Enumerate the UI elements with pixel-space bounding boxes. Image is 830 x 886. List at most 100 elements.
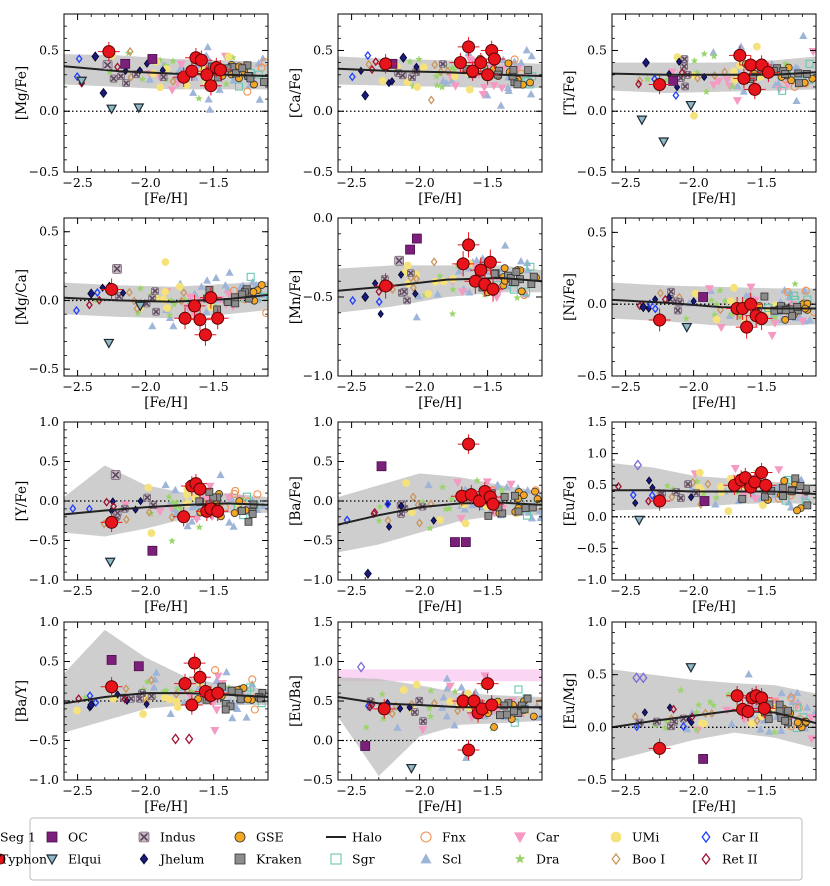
point-ret-ii xyxy=(366,702,374,712)
point-elqui xyxy=(103,338,115,349)
x-tick-label: −2.0 xyxy=(678,379,708,394)
point-umi xyxy=(461,519,470,528)
x-axis-label: [Fe/H] xyxy=(418,799,461,815)
ticks: −2.5 −2.0 −1.5 −1.0 −0.5 0.0 xyxy=(303,210,543,394)
y-tick-label: 0.0 xyxy=(313,103,333,118)
panel-frame xyxy=(611,621,817,781)
point-boo-i xyxy=(388,709,396,719)
typhon-point xyxy=(183,294,206,317)
point-dra xyxy=(707,296,716,304)
point-car-ii xyxy=(651,304,659,314)
point-boo-i xyxy=(454,706,462,716)
point-scl xyxy=(225,518,234,526)
point-sgr xyxy=(778,86,787,95)
point-indus xyxy=(667,722,675,731)
point-kraken xyxy=(221,705,230,714)
legend-marker-elqui xyxy=(45,854,59,866)
y-tick-label: 0.0 xyxy=(587,296,607,311)
point-jhelum xyxy=(687,492,695,502)
typhon-point xyxy=(190,50,213,70)
point-car-ii xyxy=(672,90,680,100)
legend-label: Halo xyxy=(352,830,382,845)
point-car-ii xyxy=(73,305,80,316)
point-dra xyxy=(438,483,447,491)
point-scl xyxy=(785,292,794,301)
point-car-ii xyxy=(349,295,357,306)
x-tick-label: −2.5 xyxy=(610,783,640,798)
typhon-point xyxy=(200,286,222,309)
point-umi xyxy=(698,719,707,728)
typhon-point xyxy=(479,249,502,275)
typhon-point xyxy=(482,276,504,302)
point-jhelum xyxy=(364,568,372,579)
point-car xyxy=(210,727,220,736)
typhon-point xyxy=(374,273,397,299)
point-kraken xyxy=(496,711,504,720)
legend-label: Sgr xyxy=(352,852,375,867)
point-car xyxy=(167,86,177,95)
x-tick-label: −2.0 xyxy=(130,175,160,190)
point-scl xyxy=(711,500,720,508)
point-dra xyxy=(712,493,721,502)
typhon-point xyxy=(476,65,499,85)
point-dra xyxy=(692,726,701,734)
point-indus xyxy=(410,708,419,717)
panel-frame xyxy=(63,217,269,377)
point-sgr xyxy=(792,703,801,712)
point-kraken xyxy=(796,482,805,490)
point-umi xyxy=(175,282,184,291)
point-kraken xyxy=(248,510,257,518)
point-dra xyxy=(449,285,457,293)
y-tick-label: −1.0 xyxy=(577,572,607,587)
point-gse xyxy=(490,723,498,731)
halo-trend-line xyxy=(64,502,268,516)
point-kraken xyxy=(529,272,538,281)
point-gse xyxy=(526,78,534,87)
x-axis-label: [Fe/H] xyxy=(692,191,735,207)
point-fnx xyxy=(248,675,257,684)
point-jhelum xyxy=(642,57,650,68)
point-scl xyxy=(171,485,180,494)
point-jhelum xyxy=(645,476,653,485)
typhon-point xyxy=(172,507,195,527)
point-boo-i xyxy=(656,288,664,298)
point-car-ii xyxy=(92,697,100,708)
point-car xyxy=(767,332,777,341)
point-scl xyxy=(471,687,480,696)
panel-euba: −2.5 −2.0 −1.5 −0.5 0.0 0.5 1.0 1.5 [Fe/H] [Eu/Ba… xyxy=(288,614,543,815)
point-indus xyxy=(680,55,689,63)
legend-marker-dra xyxy=(514,853,526,864)
typhon-point xyxy=(457,434,480,454)
x-tick-label: −2.0 xyxy=(130,379,160,394)
point-scl xyxy=(527,51,536,60)
point-kraken xyxy=(232,69,240,78)
ticks: −2.5 −2.0 −1.5 −0.5 0.0 0.5 xyxy=(29,217,269,394)
y-tick-label: 0.0 xyxy=(587,509,607,524)
point-dra xyxy=(709,701,718,709)
point-dra xyxy=(442,505,450,513)
point-ret-ii xyxy=(635,79,643,89)
point-oc xyxy=(133,661,144,672)
point-scl xyxy=(765,727,774,735)
point-fnx xyxy=(787,693,796,702)
point-dra xyxy=(168,536,176,545)
point-fnx xyxy=(250,705,259,714)
typhon-point xyxy=(189,308,211,331)
typhon-point xyxy=(737,701,759,722)
point-sgr xyxy=(805,59,814,68)
y-axis-label: [Ba/Y] xyxy=(14,680,30,722)
point-kraken xyxy=(791,474,800,483)
point-elqui xyxy=(633,515,645,526)
y-tick-label: 1.0 xyxy=(313,414,333,429)
legend-label: GSE xyxy=(256,830,284,845)
point-car xyxy=(732,97,742,106)
point-scl xyxy=(222,667,231,676)
point-indus xyxy=(667,287,675,296)
point-umi xyxy=(465,85,474,94)
y-tick-label: 1.0 xyxy=(587,614,607,629)
point-kraken xyxy=(527,280,536,288)
typhon-point xyxy=(373,699,396,719)
point-dra xyxy=(425,704,434,712)
point-kraken xyxy=(508,72,517,81)
point-jhelum xyxy=(397,270,405,279)
